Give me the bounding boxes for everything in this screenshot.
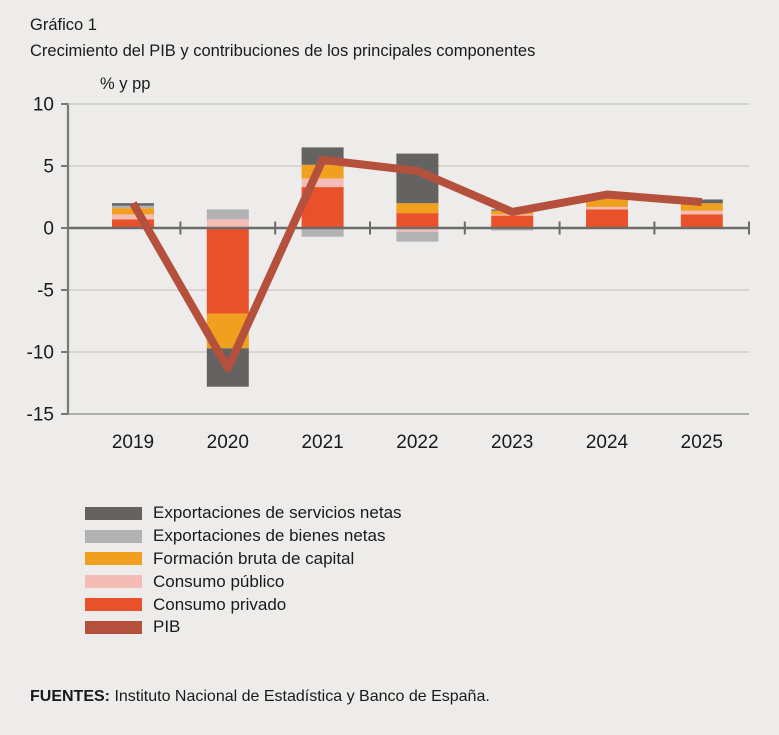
y-tick-label: 10: [33, 95, 54, 116]
bar-segment: [396, 203, 439, 214]
sources-text: Instituto Nacional de Estadística y Banc…: [110, 688, 490, 705]
bar-segment: [491, 215, 534, 228]
x-tick-label: 2019: [112, 432, 154, 453]
bar-segment: [586, 198, 628, 207]
bar-segment: [586, 206, 628, 210]
bar-segment: [680, 203, 723, 211]
legend-item: Consumo privado: [85, 593, 402, 616]
y-tick-label: -15: [27, 405, 54, 426]
legend-item: PIB: [85, 616, 402, 639]
legend-swatch: [85, 575, 142, 589]
legend-label: PIB: [153, 617, 181, 637]
x-tick-label: 2023: [491, 432, 533, 453]
x-tick-label: 2025: [681, 432, 723, 453]
x-tick-label: 2022: [396, 432, 438, 453]
legend-label: Consumo público: [153, 571, 285, 591]
y-tick-label: -5: [37, 281, 54, 302]
bar-segment: [396, 213, 439, 228]
bar-segment: [112, 219, 154, 228]
bar-segment: [301, 178, 344, 188]
y-tick-label: 0: [43, 219, 54, 240]
bar-segment: [301, 228, 344, 237]
legend-item: Consumo público: [85, 570, 402, 593]
sources-note: FUENTES: Instituto Nacional de Estadísti…: [30, 688, 490, 706]
legend-swatch: [85, 529, 142, 543]
unit-label: % y pp: [100, 75, 150, 93]
bar-segment: [206, 228, 249, 314]
bars-layer: [112, 147, 723, 387]
legend-label: Formación bruta de capital: [153, 548, 355, 568]
chart-title: Crecimiento del PIB y contribuciones de …: [30, 42, 536, 60]
bar-segment: [112, 208, 154, 215]
legend-label: Exportaciones de servicios netas: [153, 503, 402, 523]
legend-item: Formación bruta de capital: [85, 548, 402, 571]
chart-header: Gráfico 1 Crecimiento del PIB y contribu…: [30, 12, 535, 64]
legend-label: Exportaciones de bienes netas: [153, 526, 386, 546]
y-tick-label: 5: [43, 157, 54, 178]
x-tick-label: 2020: [207, 432, 249, 453]
bar-segment: [396, 231, 439, 242]
bar-segment: [680, 210, 723, 215]
gdp-contributions-chart: 10 5 0 -5 -10 -15 2019 2020 2021 2022 2023 2024 2025…: [27, 75, 750, 453]
legend-item: Exportaciones de bienes netas: [85, 525, 402, 548]
chart-number-label: Gráfico 1: [30, 16, 97, 34]
bar-segment: [491, 228, 534, 231]
pib-line: [129, 155, 703, 373]
axes-layer: [61, 103, 750, 415]
line-layer: [129, 155, 703, 373]
bar-segment: [206, 219, 249, 228]
legend-swatch: [85, 552, 142, 566]
legend-label: Consumo privado: [153, 594, 287, 614]
legend-swatch: [85, 620, 142, 634]
bar-segment: [586, 209, 628, 228]
legend-swatch: [85, 506, 142, 520]
legend-item: Exportaciones de servicios netas: [85, 502, 402, 525]
bar-segment: [206, 209, 249, 220]
sources-label: FUENTES:: [30, 688, 110, 705]
legend-swatch: [85, 598, 142, 612]
x-tick-label: 2021: [301, 432, 343, 453]
chart-legend: Exportaciones de servicios netas Exportac…: [85, 502, 402, 639]
y-tick-label: -10: [27, 343, 54, 364]
x-tick-label: 2024: [586, 432, 629, 453]
bar-segment: [396, 228, 439, 232]
labels-layer: 10 5 0 -5 -10 -15 2019 2020 2021 2022 2023 2024 2025…: [27, 75, 723, 453]
bar-segment: [680, 214, 723, 228]
bar-segment: [112, 214, 154, 220]
